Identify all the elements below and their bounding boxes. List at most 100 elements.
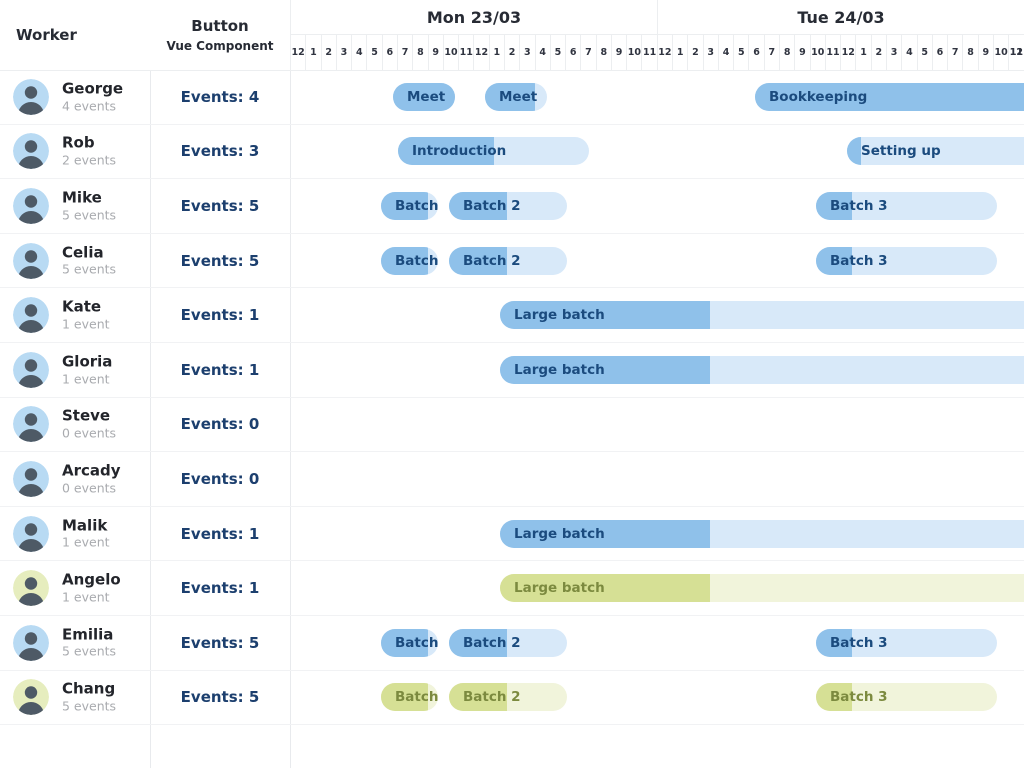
events-count-button[interactable]: Events: 4 xyxy=(180,87,260,106)
hour-tick: 9 xyxy=(977,35,993,70)
event-bar[interactable]: Bookkeeping xyxy=(755,82,1024,111)
events-count-button[interactable]: Events: 3 xyxy=(180,142,260,161)
event-bar[interactable]: Batch 1 xyxy=(381,628,438,657)
worker-info: George 4 events xyxy=(62,79,123,114)
worker-name: Arcady xyxy=(62,461,121,480)
events-count-button[interactable]: Events: 1 xyxy=(180,306,260,325)
events-count-button[interactable]: Events: 0 xyxy=(180,469,260,488)
events-count-button[interactable]: Events: 5 xyxy=(180,633,260,652)
event-bar[interactable]: Batch 2 xyxy=(449,628,567,657)
events-count-button[interactable]: Events: 5 xyxy=(180,196,260,215)
events-count-button[interactable]: Events: 5 xyxy=(180,688,260,707)
timeline-lane: Introduction Setting up xyxy=(290,125,1024,179)
day-header-row: Mon 23/03 Tue 24/03 xyxy=(290,0,1024,35)
worker-info: Rob 2 events xyxy=(62,134,116,169)
event-progress-fill xyxy=(398,137,494,166)
event-bar[interactable]: Batch 2 xyxy=(449,246,567,275)
worker-info: Mike 5 events xyxy=(62,188,116,223)
worker-name: Malik xyxy=(62,516,108,535)
event-progress-fill xyxy=(816,246,853,275)
event-bar[interactable]: Setting up xyxy=(847,137,1024,166)
worker-row: George 4 events Events: 4 Meet Meet Bookkeepi… xyxy=(0,70,1024,125)
timeline-lane xyxy=(290,452,1024,506)
worker-row: Kate 1 event Events: 1 Large batch xyxy=(0,288,1024,343)
events-count-button[interactable]: Events: 1 xyxy=(180,360,260,379)
hour-tick: 2 xyxy=(870,35,886,70)
avatar xyxy=(13,679,49,716)
events-count-button[interactable]: Events: 1 xyxy=(180,524,260,543)
timeline-lane: Large batch xyxy=(290,561,1024,615)
hour-tick: 3 xyxy=(335,35,351,70)
event-bar[interactable]: Large batch xyxy=(500,574,1024,603)
hour-tick: 5 xyxy=(366,35,381,70)
events-count-button[interactable]: Events: 0 xyxy=(180,415,260,434)
event-bar[interactable]: Batch 3 xyxy=(816,191,997,220)
hour-tick: 10 xyxy=(992,35,1008,70)
worker-event-count: 1 event xyxy=(62,316,110,332)
scheduler-body: George 4 events Events: 4 Meet Meet Bookkeepi… xyxy=(0,70,1024,726)
hour-tick: 7 xyxy=(947,35,962,70)
event-label: Batch 3 xyxy=(830,197,888,214)
hour-tick: 12 xyxy=(840,35,855,70)
avatar xyxy=(13,624,49,661)
hour-tick: 2 xyxy=(503,35,519,70)
timeline-lane: Batch 1 Batch 2 Batch 3 xyxy=(290,234,1024,288)
event-bar[interactable]: Batch 3 xyxy=(816,246,997,275)
hour-tick: 12 xyxy=(656,35,672,70)
hour-tick: 1 xyxy=(488,35,504,70)
worker-info: Angelo 1 event xyxy=(62,571,121,606)
hour-tick: 11 xyxy=(1008,35,1023,70)
event-progress-fill xyxy=(449,191,507,220)
hour-header-row: 12 1 2 3 4 5 6 7 8 9 10 11 12 1 2 3 4 5 6 7 8 9 10 11 12 1 2 3 4 5 6 7 8… xyxy=(290,35,1024,70)
event-bar[interactable]: Introduction xyxy=(398,137,589,166)
events-count-button[interactable]: Events: 1 xyxy=(180,579,260,598)
hour-tick: 3 xyxy=(885,35,901,70)
event-bar[interactable]: Batch 2 xyxy=(449,683,567,712)
event-bar[interactable]: Batch 1 xyxy=(381,683,438,712)
events-count-button[interactable]: Events: 5 xyxy=(180,251,260,270)
event-progress-fill xyxy=(500,301,710,330)
hour-tick: 4 xyxy=(901,35,916,70)
timeline-divider xyxy=(290,0,291,768)
event-bar[interactable]: Large batch xyxy=(500,519,1024,548)
event-bar[interactable]: Meet xyxy=(485,82,547,111)
event-label: Large batch xyxy=(514,580,605,597)
hour-tick: 8 xyxy=(412,35,427,70)
avatar xyxy=(13,406,49,443)
worker-name: Chang xyxy=(62,679,116,698)
worker-event-count: 5 events xyxy=(62,207,117,223)
event-bar[interactable]: Large batch xyxy=(500,301,1024,330)
event-bar[interactable]: Meet xyxy=(393,82,455,111)
event-label: Meet xyxy=(499,88,538,105)
hour-tick: 1 xyxy=(855,35,870,70)
event-bar[interactable]: Batch 3 xyxy=(816,628,997,657)
event-bar[interactable]: Large batch xyxy=(500,355,1024,384)
event-progress-fill xyxy=(755,82,1024,111)
event-progress-fill xyxy=(500,355,710,384)
event-label: Batch 3 xyxy=(830,252,888,269)
event-bar[interactable]: Batch 1 xyxy=(381,246,438,275)
hour-tick: 8 xyxy=(962,35,977,70)
worker-info: Malik 1 event xyxy=(62,516,110,551)
worker-row: Angelo 1 event Events: 1 Large batch xyxy=(0,561,1024,616)
event-bar[interactable]: Batch 1 xyxy=(381,191,438,220)
event-progress-fill xyxy=(816,628,853,657)
worker-row: Arcady 0 events Events: 0 xyxy=(0,452,1024,507)
event-bar[interactable]: Batch 2 xyxy=(449,191,567,220)
timeline-lane: Meet Meet Bookkeeping xyxy=(290,70,1024,124)
event-progress-fill xyxy=(500,574,710,603)
hour-tick: 5 xyxy=(549,35,565,70)
worker-event-count: 5 events xyxy=(62,698,117,714)
avatar xyxy=(13,78,49,115)
hour-tick: 5 xyxy=(733,35,748,70)
worker-event-count: 5 events xyxy=(62,643,117,659)
event-label: Large batch xyxy=(514,361,605,378)
worker-event-count: 0 events xyxy=(62,425,117,441)
hour-tick: 11 xyxy=(641,35,656,70)
hour-tick: 10 xyxy=(626,35,641,70)
event-bar[interactable]: Batch 3 xyxy=(816,683,997,712)
